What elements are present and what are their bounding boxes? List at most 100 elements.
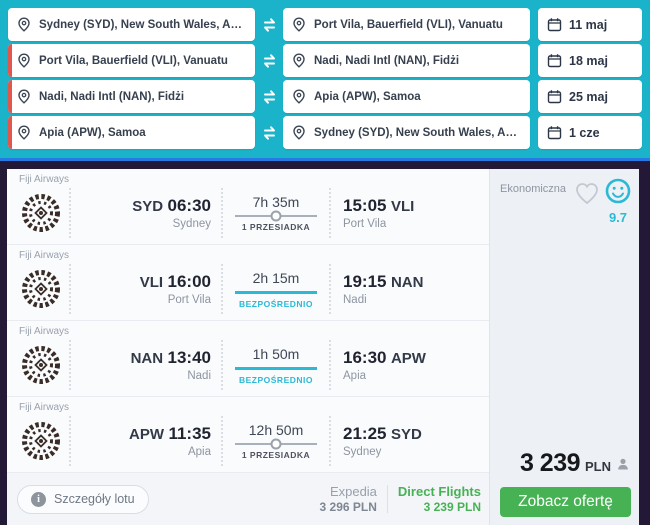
stops-timeline bbox=[235, 366, 317, 370]
departure-city: Sydney bbox=[172, 218, 211, 230]
location-pin-icon bbox=[293, 125, 305, 140]
vendor-name: Direct Flights bbox=[397, 484, 481, 499]
airline-name: Fiji Airways bbox=[19, 250, 70, 261]
departure-code: SYD bbox=[132, 198, 164, 215]
date-input-2[interactable]: 18 maj bbox=[538, 44, 642, 77]
departure-time: 11:35 bbox=[168, 424, 211, 443]
flight-duration: 12h 50m bbox=[248, 422, 304, 438]
divider bbox=[69, 340, 71, 390]
flight-duration: 7h 35m bbox=[252, 194, 300, 210]
destination-input-3[interactable]: Apia (APW), Samoa bbox=[283, 80, 530, 113]
destination-input-4[interactable]: Sydney (SYD), New South Wales, Australia bbox=[283, 116, 530, 149]
arrival-time: 16:30 bbox=[343, 348, 387, 367]
vendor-offers: Expedia 3 296 PLN Direct Flights 3 239 P… bbox=[320, 484, 481, 514]
airline-name: Fiji Airways bbox=[19, 402, 70, 413]
arrival-city: Sydney bbox=[343, 446, 382, 458]
airline-logo-icon bbox=[21, 193, 61, 233]
divider bbox=[69, 188, 71, 238]
origin-input-1[interactable]: Sydney (SYD), New South Wales, Australia bbox=[8, 8, 255, 41]
location-pin-icon bbox=[18, 17, 30, 32]
origin-input-2[interactable]: Port Vila, Bauerfield (VLI), Vanuatu bbox=[8, 44, 255, 77]
arrival-code: NAN bbox=[390, 274, 424, 291]
date-input-1[interactable]: 11 maj bbox=[538, 8, 642, 41]
date-input-3[interactable]: 25 maj bbox=[538, 80, 642, 113]
origin-input-4[interactable]: Apia (APW), Samoa bbox=[8, 116, 255, 149]
cabin-class-label: Ekonomiczna bbox=[500, 183, 567, 195]
stops-timeline bbox=[235, 443, 317, 445]
flight-duration: 2h 15m bbox=[252, 269, 300, 286]
stops-timeline bbox=[235, 290, 317, 294]
departure-code: NAN bbox=[130, 350, 164, 367]
arrival-time: 19:15 bbox=[343, 272, 387, 291]
price-amount: 3 239 bbox=[519, 449, 581, 477]
offer-expedia[interactable]: Expedia 3 296 PLN bbox=[320, 484, 377, 514]
calendar-icon bbox=[547, 53, 562, 68]
stops-label: BEZPOŚREDNIO bbox=[238, 298, 313, 309]
swap-icon bbox=[263, 17, 275, 32]
destination-value: Apia (APW), Samoa bbox=[314, 90, 421, 103]
divider bbox=[221, 264, 223, 314]
swap-button-3[interactable] bbox=[255, 80, 283, 113]
rating-badge: 9.7 bbox=[605, 178, 631, 225]
airline-name: Fiji Airways bbox=[19, 174, 70, 185]
flight-details-label: Szczegóły lotu bbox=[54, 492, 135, 506]
arrival-city: Port Vila bbox=[343, 218, 387, 230]
departure-code: APW bbox=[129, 426, 164, 443]
flight-segment-2: Fiji Airways VLI 16:00 Port Vila 2h 15m bbox=[7, 245, 489, 321]
divider bbox=[221, 416, 223, 466]
origin-value: Sydney (SYD), New South Wales, Australia bbox=[39, 18, 246, 31]
stops-label: BEZPOŚREDNIO bbox=[238, 374, 313, 385]
flight-details-button[interactable]: i Szczegóły lotu bbox=[17, 484, 149, 514]
location-pin-icon bbox=[18, 125, 30, 140]
arrival-code: APW bbox=[390, 350, 426, 367]
price-currency: PLN bbox=[585, 459, 611, 474]
search-row-2: Port Vila, Bauerfield (VLI), Vanuatu Nad… bbox=[8, 44, 642, 77]
offer-direct-flights[interactable]: Direct Flights 3 239 PLN bbox=[398, 484, 481, 514]
swap-icon bbox=[263, 53, 275, 68]
divider bbox=[386, 485, 388, 513]
vendor-price: 3 296 PLN bbox=[319, 500, 377, 514]
result-card: Fiji Airways SYD 06:30 Sydney 7h 35m bbox=[0, 158, 650, 525]
search-row-1: Sydney (SYD), New South Wales, Australia… bbox=[8, 8, 642, 41]
location-pin-icon bbox=[293, 53, 305, 68]
swap-icon bbox=[263, 125, 275, 140]
arrival-city: Apia bbox=[343, 370, 367, 382]
info-icon: i bbox=[31, 491, 46, 507]
departure-city: Nadi bbox=[187, 370, 211, 382]
origin-input-3[interactable]: Nadi, Nadi Intl (NAN), Fidżi bbox=[8, 80, 255, 113]
arrival-time: 15:05 bbox=[343, 196, 387, 215]
swap-icon bbox=[263, 89, 275, 104]
airline-logo-icon bbox=[21, 345, 61, 385]
stops-timeline bbox=[235, 215, 317, 217]
date-value: 1 cze bbox=[569, 125, 600, 140]
favorite-heart-icon[interactable] bbox=[574, 180, 600, 206]
stops-label: 1 PRZESIADKA bbox=[241, 450, 311, 460]
rating-score: 9.7 bbox=[608, 210, 628, 225]
date-input-4[interactable]: 1 cze bbox=[538, 116, 642, 149]
swap-button-2[interactable] bbox=[255, 44, 283, 77]
smiley-icon bbox=[605, 178, 631, 204]
vendor-price: 3 239 PLN bbox=[423, 500, 481, 514]
location-pin-icon bbox=[293, 17, 305, 32]
see-offer-button[interactable]: Zobacz ofertę bbox=[500, 487, 631, 517]
departure-time: 06:30 bbox=[167, 196, 211, 215]
destination-value: Port Vila, Bauerfield (VLI), Vanuatu bbox=[314, 18, 503, 31]
swap-button-1[interactable] bbox=[255, 8, 283, 41]
departure-code: VLI bbox=[139, 274, 164, 291]
destination-value: Sydney (SYD), New South Wales, Australia bbox=[314, 126, 521, 139]
date-value: 11 maj bbox=[569, 17, 608, 32]
calendar-icon bbox=[547, 17, 562, 32]
flight-duration: 1h 50m bbox=[252, 345, 300, 362]
divider bbox=[221, 188, 223, 238]
location-pin-icon bbox=[18, 89, 30, 104]
departure-time: 13:40 bbox=[167, 348, 211, 367]
flight-segment-4: Fiji Airways APW 11:35 Apia 12h 50m bbox=[7, 397, 489, 473]
divider bbox=[221, 340, 223, 390]
date-value: 25 maj bbox=[569, 89, 608, 104]
destination-input-1[interactable]: Port Vila, Bauerfield (VLI), Vanuatu bbox=[283, 8, 530, 41]
destination-input-2[interactable]: Nadi, Nadi Intl (NAN), Fidżi bbox=[283, 44, 530, 77]
departure-city: Apia bbox=[187, 446, 211, 458]
swap-button-4[interactable] bbox=[255, 116, 283, 149]
airline-logo-icon bbox=[21, 269, 61, 309]
